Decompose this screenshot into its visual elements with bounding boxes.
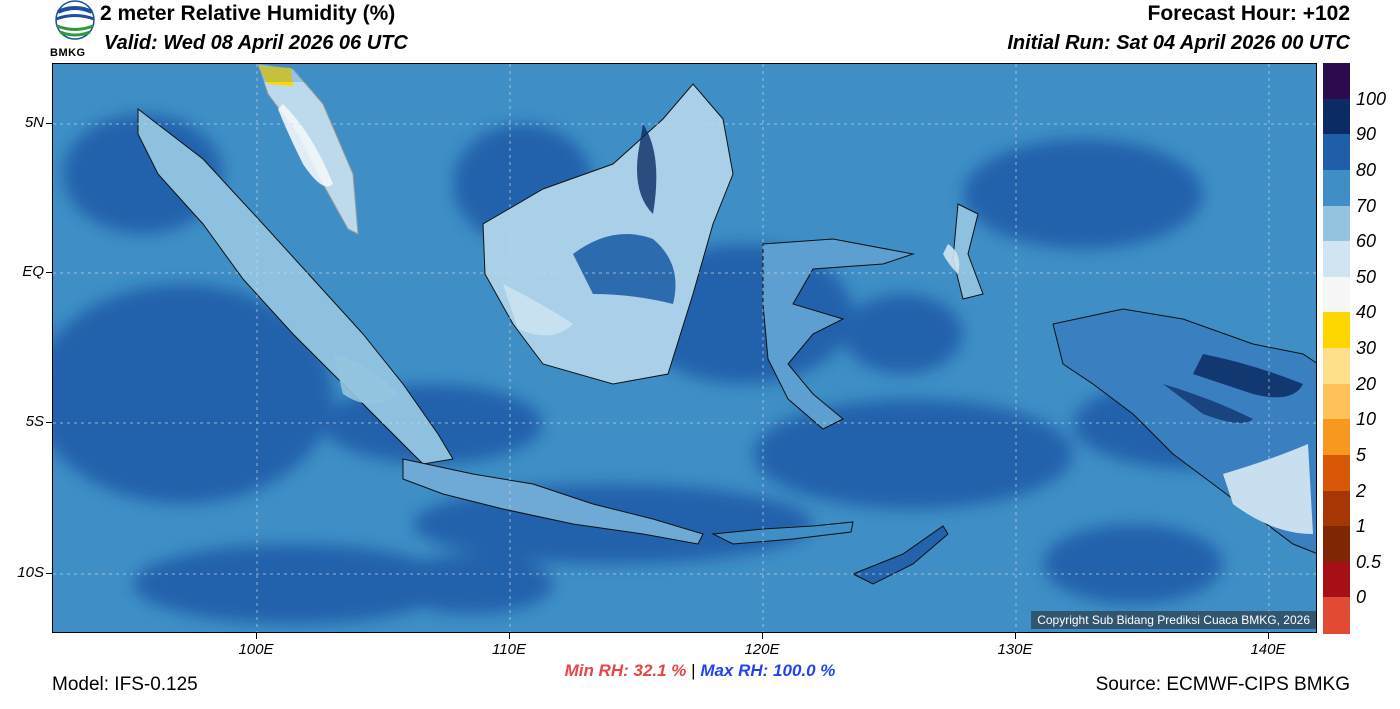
colorbar-label: 30: [1356, 338, 1377, 358]
colorbar-swatch: [1323, 63, 1350, 100]
lon-label-130e: 130E: [997, 641, 1033, 658]
humidity-map: [52, 63, 1317, 633]
forecast-hour: Forecast Hour: +102: [1147, 2, 1351, 25]
min-rh: Min RH: 32.1 %: [564, 661, 687, 680]
colorbar-swatch: [1323, 526, 1350, 563]
colorbar-swatch: [1323, 241, 1350, 278]
source-label: Source: ECMWF-CIPS BMKG: [1095, 674, 1350, 695]
colorbar-label: 60: [1356, 231, 1377, 252]
colorbar-swatch: [1323, 454, 1350, 491]
initial-run: Initial Run: Sat 04 April 2026 00 UTC: [1007, 32, 1350, 54]
colorbar-label: 70: [1356, 195, 1377, 216]
lat-label-eq: EQ: [22, 263, 44, 280]
colorbar-label: 80: [1356, 159, 1377, 180]
colorbar-swatch: [1323, 383, 1350, 420]
lat-tick: [46, 272, 52, 273]
colorbar-swatch: [1323, 419, 1350, 456]
lon-label-100e: 100E: [238, 641, 274, 658]
valid-time: Valid: Wed 08 April 2026 06 UTC: [104, 32, 408, 54]
lat-tick: [46, 573, 52, 574]
colorbar-swatch: [1323, 490, 1350, 527]
lat-label-5n: 5N: [24, 114, 44, 131]
colorbar-swatch: [1323, 561, 1350, 598]
lat-tick: [46, 123, 52, 124]
colorbar-swatch: [1323, 134, 1350, 171]
colorbar-label: 20: [1356, 373, 1377, 394]
colorbar-swatch: [1323, 205, 1350, 242]
colorbar-label: 1: [1356, 516, 1367, 537]
colorbar-label: 0: [1356, 587, 1367, 608]
min-max-readout: Min RH: 32.1 % | Max RH: 100.0 %: [0, 661, 1400, 681]
colorbar-swatch: [1323, 169, 1350, 206]
colorbar-swatch: [1323, 276, 1350, 313]
colorbar-swatch: [1323, 597, 1350, 634]
lon-tick: [256, 633, 257, 639]
colorbar-label: 5: [1356, 444, 1367, 465]
colorbar-swatch: [1323, 312, 1350, 349]
min-max-separator: |: [691, 661, 696, 680]
model-label: Model: IFS-0.125: [52, 674, 198, 695]
timor: [851, 525, 949, 585]
colorbar-label: 90: [1356, 124, 1377, 145]
colorbar-swatch: [1323, 98, 1350, 135]
colorbar-swatch: [1323, 348, 1350, 385]
logo-text: BMKG: [50, 47, 86, 59]
lon-label-140e: 140E: [1250, 641, 1286, 658]
lon-tick: [1268, 633, 1269, 639]
colorbar-label: 0.5: [1356, 551, 1382, 572]
lat-label-5s: 5S: [25, 413, 44, 430]
lon-label-120e: 120E: [744, 641, 780, 658]
lon-label-110e: 110E: [492, 641, 526, 658]
colorbar-label: 100: [1356, 88, 1387, 109]
humidity-details: [53, 64, 1316, 534]
java: [402, 458, 704, 545]
lon-tick: [1015, 633, 1016, 639]
colorbar-label: 10: [1356, 409, 1377, 430]
max-rh: Max RH: 100.0 %: [700, 661, 836, 680]
copyright-notice: Copyright Sub Bidang Prediksi Cuaca BMKG…: [1031, 611, 1316, 629]
map-title: 2 meter Relative Humidity (%): [100, 2, 396, 25]
lat-tick: [46, 422, 52, 423]
lon-tick: [762, 633, 763, 639]
lat-label-10s: 10S: [17, 564, 44, 581]
lon-tick: [509, 633, 510, 639]
sulawesi: [762, 238, 915, 430]
colorbar-label: 50: [1356, 266, 1377, 287]
colorbar-label: 40: [1356, 302, 1377, 323]
nusa-tenggara: [711, 521, 854, 545]
bmkg-logo: [52, 0, 98, 60]
colorbar-label: 2: [1356, 480, 1367, 501]
map-grid: [53, 64, 1316, 632]
